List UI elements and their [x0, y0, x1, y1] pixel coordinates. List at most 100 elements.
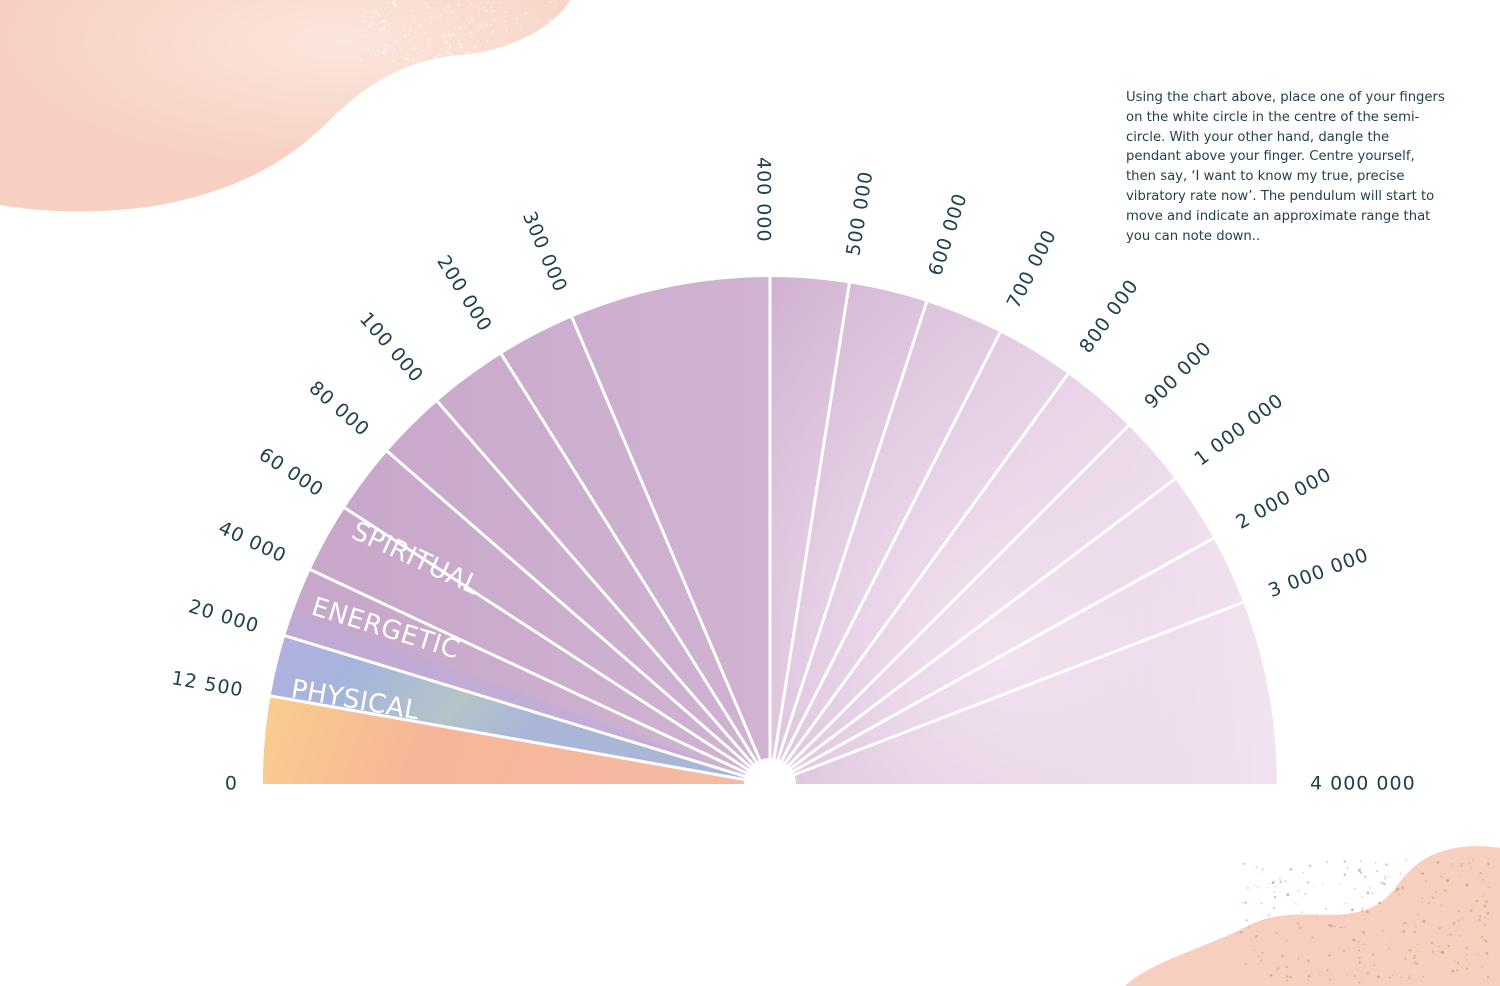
speck — [406, 54, 409, 57]
speck — [383, 48, 387, 51]
speck — [1438, 951, 1440, 953]
speck — [458, 42, 461, 46]
divider-line — [498, 351, 760, 767]
speck — [1452, 921, 1456, 925]
speck — [1484, 923, 1487, 926]
speck — [428, 43, 431, 46]
scale-label: 700 000 — [1003, 226, 1061, 312]
speck — [1389, 976, 1391, 979]
speck — [555, 1, 557, 3]
speck — [524, 59, 527, 63]
speck — [401, 24, 405, 27]
speck — [1404, 957, 1408, 961]
speck — [1413, 930, 1416, 934]
speck — [1253, 949, 1256, 951]
speck — [482, 26, 485, 29]
speck — [544, 52, 547, 55]
speck — [1278, 934, 1280, 936]
speck — [459, 27, 462, 30]
speck — [426, 7, 430, 10]
speck — [1358, 961, 1361, 964]
speck — [1488, 886, 1491, 889]
speck — [505, 10, 508, 13]
speck — [407, 58, 409, 60]
speck — [438, 17, 441, 20]
corner-blob-bottom-right — [1125, 846, 1500, 986]
scale-label: 80 000 — [305, 377, 374, 441]
speck — [367, 47, 371, 51]
scale-label: 2 000 000 — [1232, 463, 1335, 533]
speck — [1396, 888, 1399, 891]
instructions-text: Using the chart above, place one of your… — [1126, 90, 1445, 244]
speck — [399, 32, 401, 35]
speck — [538, 35, 540, 37]
speck — [1269, 974, 1273, 977]
scale-label: 500 000 — [842, 169, 877, 257]
speck — [1447, 944, 1450, 948]
scale-label: 900 000 — [1140, 337, 1216, 413]
speck — [1478, 918, 1481, 922]
speck — [1343, 949, 1345, 952]
glitter-specks — [359, 0, 1491, 984]
speck — [431, 16, 433, 18]
speck — [1306, 979, 1309, 982]
speck — [485, 9, 488, 13]
speck — [368, 25, 371, 28]
speck — [464, 26, 467, 28]
speck — [1454, 960, 1456, 962]
speck — [1422, 920, 1426, 923]
speck — [525, 45, 529, 48]
scale-label: 100 000 — [355, 308, 428, 387]
speck — [1285, 965, 1288, 969]
speck — [1414, 962, 1418, 966]
speck — [457, 4, 460, 6]
speck — [1396, 887, 1400, 891]
speck — [1344, 915, 1346, 918]
speck — [425, 3, 427, 5]
speck — [1358, 956, 1361, 959]
speck — [1400, 886, 1404, 890]
speck — [1366, 891, 1370, 895]
speck — [1438, 926, 1442, 930]
speck — [434, 56, 437, 59]
speck — [429, 22, 432, 24]
speck — [519, 26, 522, 28]
speck — [466, 50, 469, 54]
speck — [527, 58, 529, 61]
speck — [1279, 877, 1281, 880]
speck — [414, 36, 416, 38]
speck — [1338, 883, 1341, 886]
speck — [372, 22, 374, 25]
speck — [1363, 875, 1367, 879]
speck — [537, 41, 540, 44]
speck — [451, 10, 454, 13]
speck — [459, 46, 463, 49]
divider-line — [788, 535, 1216, 775]
speck — [467, 60, 471, 63]
speck — [1343, 860, 1346, 863]
speck — [1486, 975, 1490, 979]
scale-label: 200 000 — [432, 252, 496, 336]
speck — [379, 28, 382, 31]
scale-label: 0 — [225, 773, 238, 795]
speck — [486, 40, 489, 43]
speck — [1340, 926, 1342, 929]
speck — [450, 53, 453, 56]
speck — [1327, 924, 1330, 927]
speck — [551, 48, 555, 52]
speck — [455, 26, 457, 28]
speck — [464, 57, 467, 60]
speck — [1385, 863, 1388, 866]
scale-label: 4 000 000 — [1310, 773, 1416, 795]
speck — [393, 3, 397, 7]
speck — [1466, 967, 1469, 970]
speck — [446, 23, 449, 26]
speck — [393, 60, 396, 63]
speck — [1244, 901, 1246, 904]
speck — [471, 18, 474, 21]
speck — [1434, 890, 1437, 893]
speck — [1366, 971, 1370, 975]
speck — [447, 31, 450, 34]
speck — [1459, 935, 1461, 937]
